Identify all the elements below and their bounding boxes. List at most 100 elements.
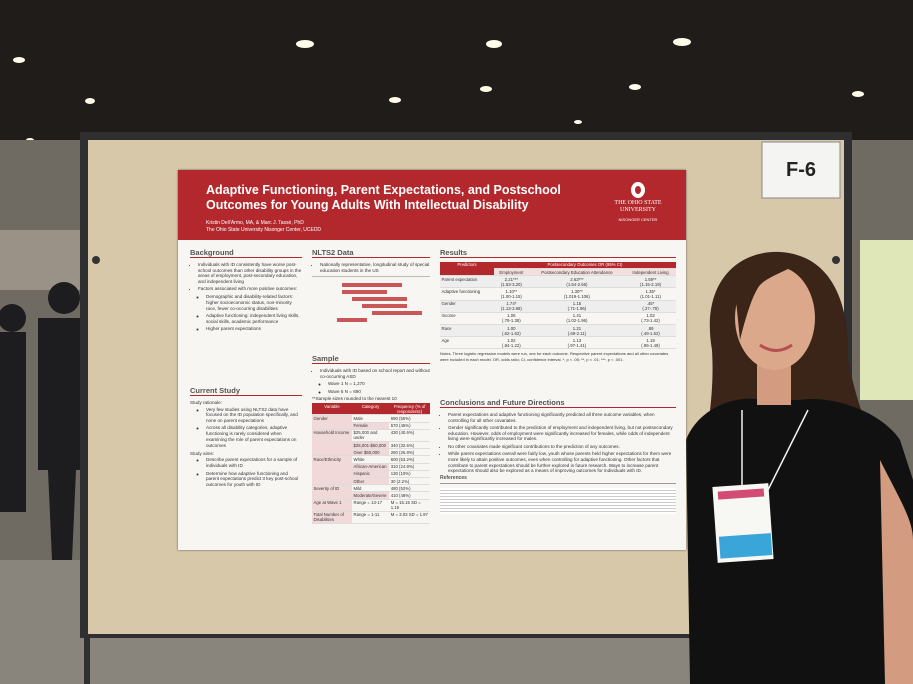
category: Hispanic <box>352 470 390 478</box>
bullet-list: Individuals with ID consistently have wo… <box>190 262 302 292</box>
frequency: 310 (24.8%) <box>389 463 430 471</box>
table-row: Race/Ethnicity White 600 (53.2%) <box>312 455 430 486</box>
confidence-interval: (1.00-1.15) <box>500 293 522 299</box>
confidence-interval: (1.15-2.19) <box>640 281 662 287</box>
predictor: Income <box>440 312 494 325</box>
odds-ratio: 1.15 <box>572 301 582 307</box>
frequency: 130 (10%) <box>389 470 430 478</box>
table-cell: 1.02 (.73-1.42) <box>625 312 676 325</box>
odds-ratio: 1.10** <box>505 288 518 294</box>
section-heading: Sample <box>312 355 430 364</box>
table-row: Severity of ID Mild 480 (52%) <box>312 484 430 500</box>
table-cell: 1.06 (.79-1.38) <box>493 312 529 325</box>
table-cell: 1.74* (1.13-2.68) <box>493 300 529 313</box>
bullet-list: Parent expectations and adaptive functio… <box>440 412 676 474</box>
table-cell: 1.10** (1.00-1.15) <box>493 287 529 301</box>
odds-ratio: 1.59** <box>644 276 657 282</box>
label: Study aims: <box>190 450 214 456</box>
odds-ratio: 2.63*** <box>570 276 584 282</box>
bullet: Wave 1 N = 1,270 <box>328 381 430 387</box>
table-header-row: Variable Category Frequency (% of responde… <box>312 403 430 416</box>
category: Mild <box>352 484 390 493</box>
category: Over $50,000 <box>352 448 390 457</box>
booth-sign: F-6 <box>786 159 816 181</box>
bullet: Across all disability categories, adapti… <box>206 425 302 448</box>
bullet: Describe parent expectations for a sampl… <box>206 457 302 469</box>
category: $25,000 and under <box>352 429 390 443</box>
confidence-interval: (1.13-2.68) <box>500 306 522 312</box>
table-row: Race 1.00 (.62-1.62) 1.21 (.69-2.11) .89 (.49-… <box>440 324 676 338</box>
table-row: Moderate/Severe 410 (48%) <box>312 491 430 500</box>
table-cell: 2.63*** (1.54-2.66) <box>528 275 626 289</box>
timeline-bar <box>342 290 387 295</box>
bullet: Wave 5 N = 690 <box>328 389 430 395</box>
odds-ratio: 1.13 <box>572 337 582 343</box>
variable: Race/Ethnicity <box>312 455 353 486</box>
odds-ratio: 1.74* <box>506 301 517 307</box>
results-table: Predictors Postsecondary Outcomes OR (95%… <box>440 261 676 350</box>
table-cell: 2.21*** (1.53-3.20) <box>493 275 529 289</box>
table-row: Parent expectation 2.21*** (1.53-3.20) 2.63… <box>440 275 676 289</box>
far-booth <box>0 230 80 290</box>
section-heading: NLTS2 Data <box>312 249 430 258</box>
predictor: Age <box>440 336 494 350</box>
timeline-bar <box>337 318 367 323</box>
table-header: Predictors <box>440 261 494 277</box>
table-row: Household Income $25,000 and under 430 (40… <box>312 429 430 457</box>
timeline-bar <box>372 311 422 316</box>
presenter <box>686 251 913 684</box>
odds-ratio: 1.02 <box>507 337 516 343</box>
predictor: Race <box>440 324 494 338</box>
variable: Severity of ID <box>312 484 353 500</box>
bullet-list: Demographic and disability-related facto… <box>190 294 302 332</box>
table-cell: 1.21 (.69-2.11) <box>528 324 626 338</box>
poster-header: Adaptive Functioning, Parent Expectation… <box>178 170 686 240</box>
table-row: $25,001-$50,000 340 (32.6%) <box>312 441 430 450</box>
section-heading: Conclusions and Future Directions <box>440 399 676 408</box>
confidence-interval: (.79-1.38) <box>502 318 521 324</box>
odds-ratio: 1.21 <box>572 325 582 331</box>
ceiling <box>0 0 913 140</box>
confidence-interval: (.96-1.48) <box>641 342 660 348</box>
frequency: 570 (45%) <box>389 422 430 430</box>
bullet: No other covariates made significant con… <box>448 444 676 450</box>
category: Male <box>352 414 390 423</box>
table-header-row: Predictors Postsecondary Outcomes OR (95%… <box>440 261 676 277</box>
confidence-interval: (.71-1.96) <box>567 306 587 312</box>
table-row: Total Number of Disabilities Range = 1-11… <box>312 511 430 524</box>
category: Female <box>352 422 390 430</box>
odds-ratio: 1.30** <box>571 288 583 294</box>
bullet: Demographic and disability-related facto… <box>206 294 302 311</box>
section-results: Results Predictors Postsecondary Outcomes … <box>440 249 676 364</box>
section-heading: Results <box>440 249 676 258</box>
table-cell: 1.41 (1.02-1.96) <box>528 312 626 325</box>
table-header: Postsecondary Education Attendance <box>528 268 626 277</box>
neighbor-poster <box>860 240 913 400</box>
confidence-interval: (.49-1.52) <box>641 330 660 336</box>
odds-ratio: 1.35* <box>645 288 656 294</box>
confidence-interval: (.97-1.41) <box>567 342 587 348</box>
note: **Sample sizes rounded to the nearest 10 <box>312 396 397 402</box>
table-header: Category <box>352 403 390 416</box>
table-cell: 1.13 (.97-1.41) <box>528 336 626 350</box>
bullet-list: Wave 1 N = 1,270 Wave 5 N = 690 <box>312 381 430 394</box>
frequency: 600 (53.2%) <box>389 455 430 464</box>
label: Study rationale: <box>190 399 222 405</box>
section-heading: Background <box>190 249 302 258</box>
table-cell: .89 (.49-1.52) <box>625 324 676 338</box>
category: Moderate/Severe <box>352 491 390 500</box>
section-conclusions: Conclusions and Future Directions Parent … <box>440 399 676 515</box>
category: Range = 13-17 <box>352 499 390 512</box>
confidence-interval: (1.01-1.11) <box>640 293 661 299</box>
category: White <box>352 455 390 464</box>
table-row: Female 570 (45%) <box>312 422 430 430</box>
odds-ratio: 1.06 <box>507 313 516 319</box>
odds-ratio: 1.02 <box>646 313 655 319</box>
table-row: Other 30 (2.2%) <box>312 477 430 486</box>
confidence-interval: (.62-1.62) <box>502 330 521 336</box>
table-row: Hispanic 130 (10%) <box>312 470 430 478</box>
bullet-list: Individuals with ID based on school repo… <box>312 368 430 380</box>
confidence-interval: (.27-.78) <box>642 306 659 312</box>
logo-text: UNIVERSITY <box>620 207 656 213</box>
table-row: Gender 1.74* (1.13-2.68) 1.15 (.71-1.96) .45*… <box>440 300 676 313</box>
